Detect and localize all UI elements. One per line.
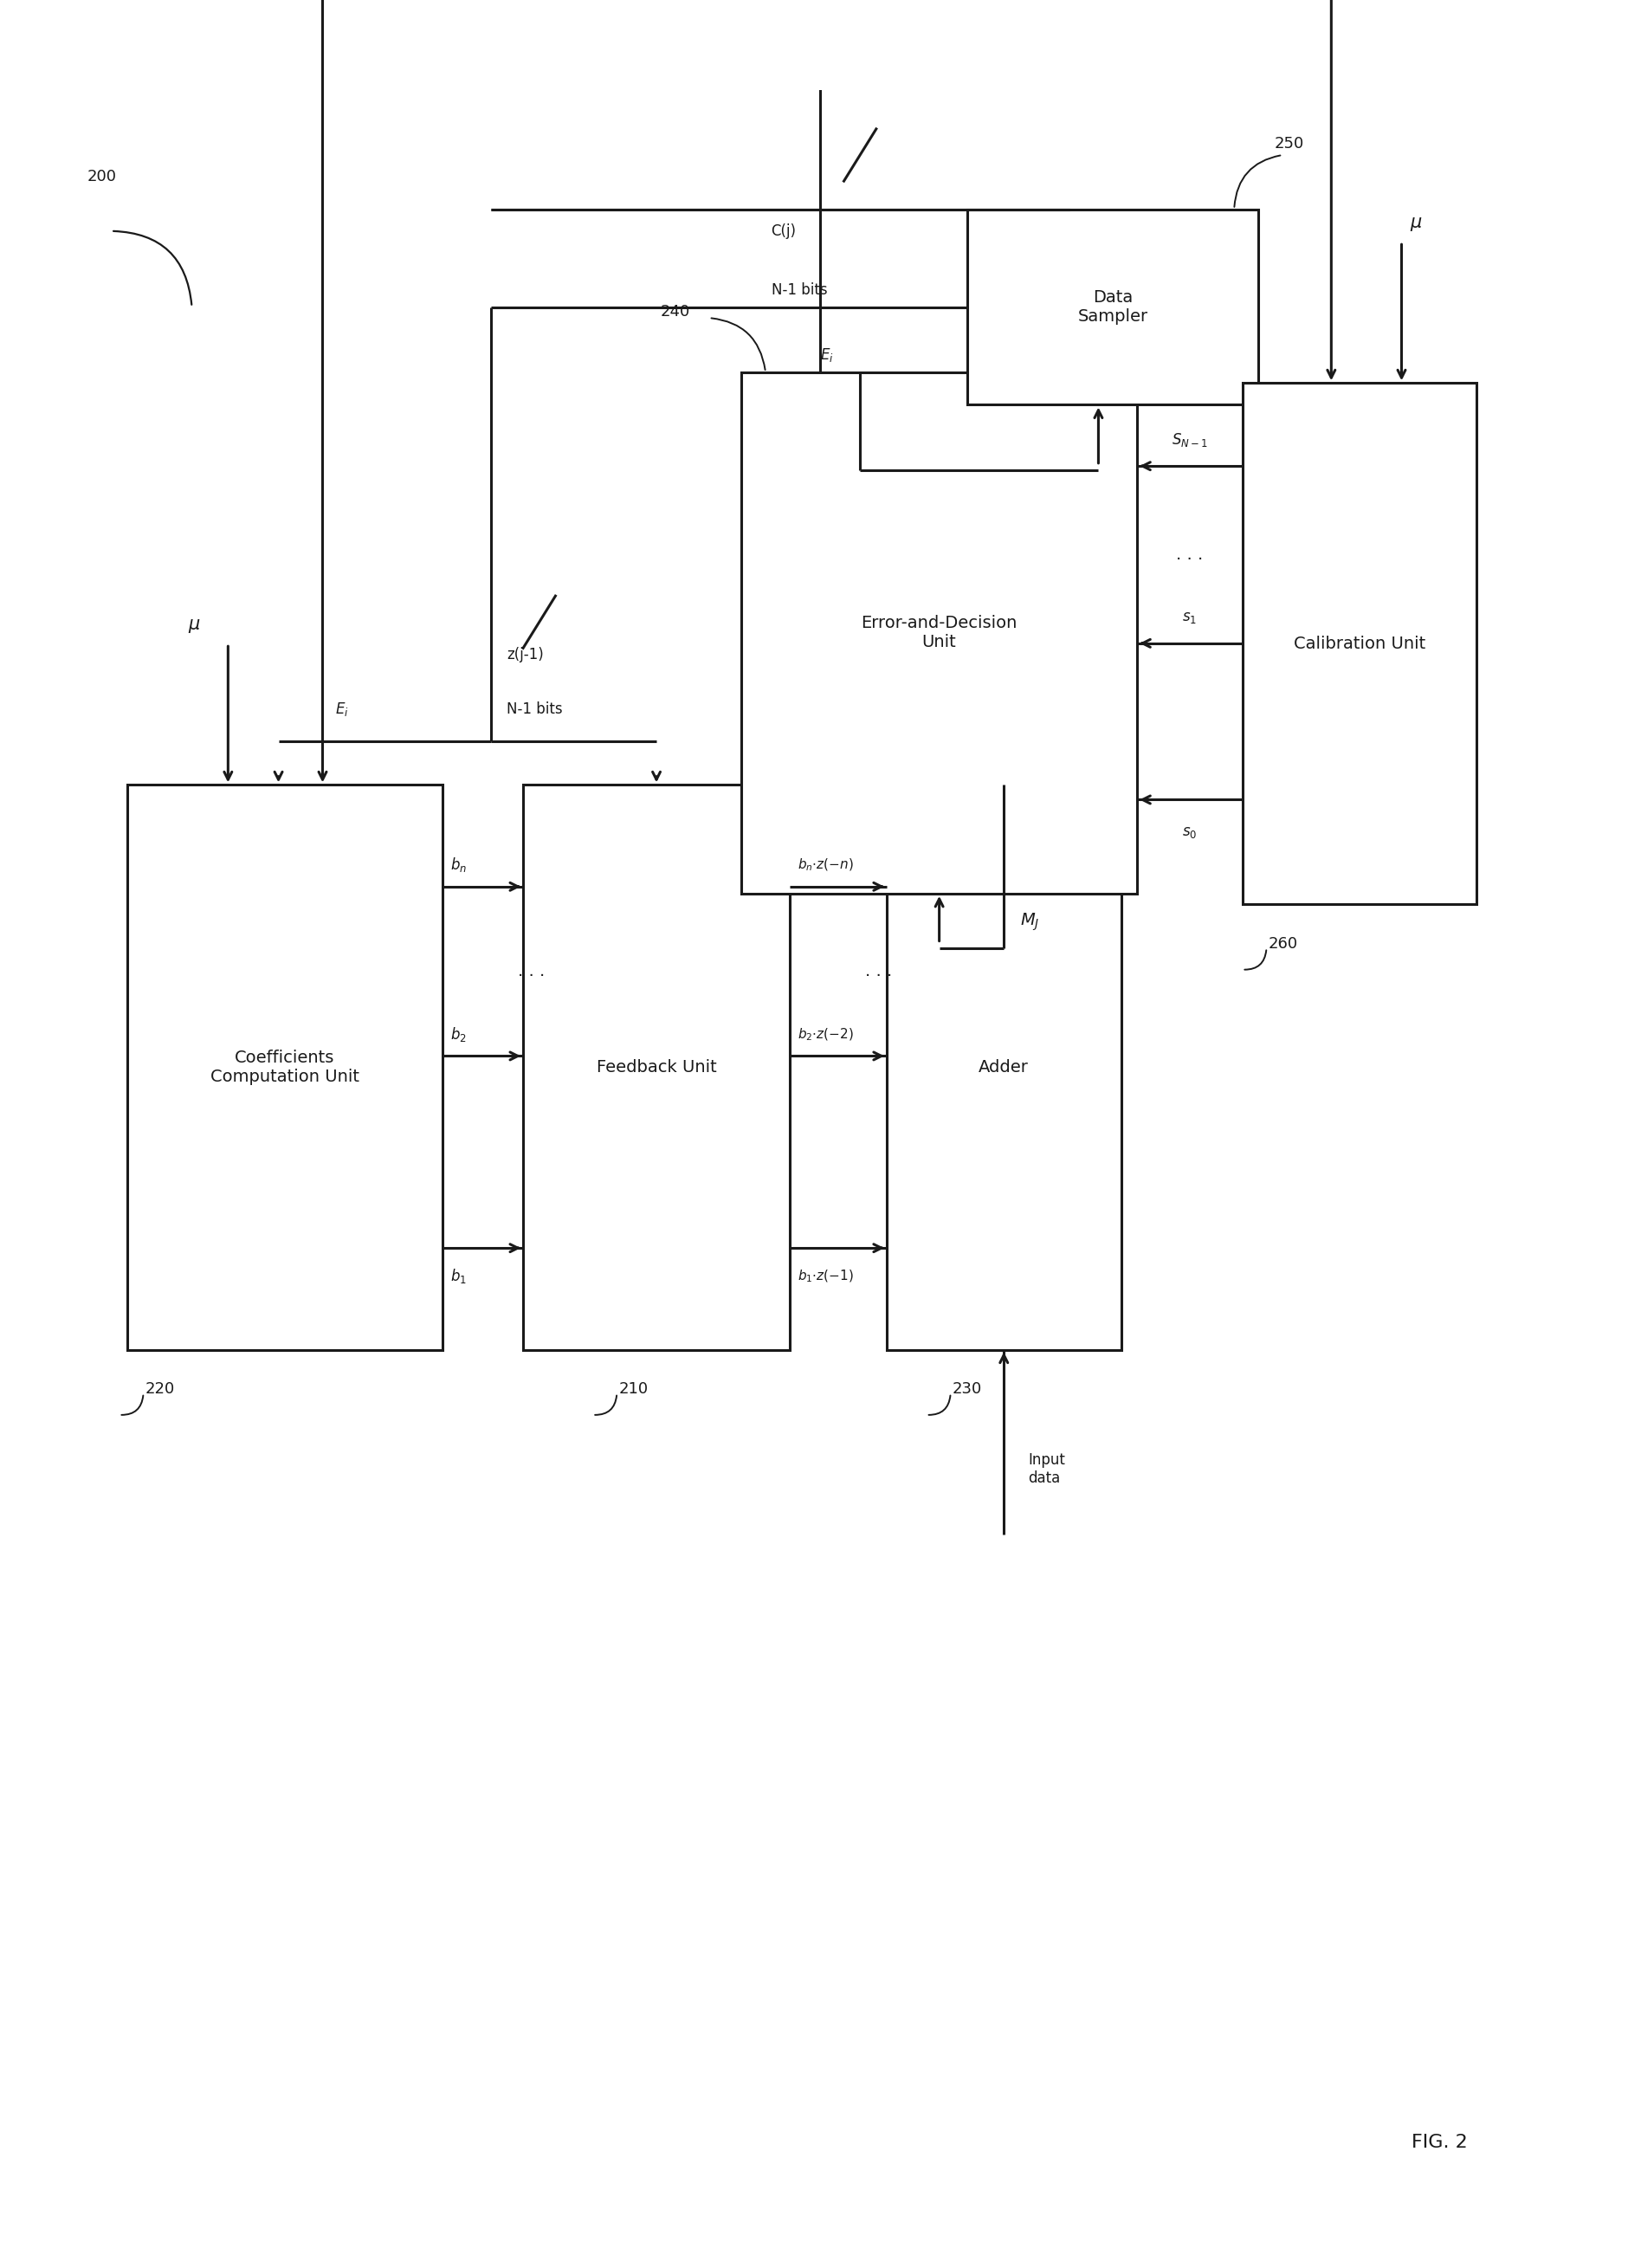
Text: $E_i$: $E_i$ bbox=[335, 701, 348, 717]
Text: 250: 250 bbox=[1275, 136, 1304, 152]
Text: 240: 240 bbox=[661, 304, 690, 320]
Text: $s_1$: $s_1$ bbox=[1182, 610, 1197, 626]
Text: Error-and-Decision
Unit: Error-and-Decision Unit bbox=[861, 615, 1018, 651]
Text: $\mu$: $\mu$ bbox=[187, 617, 200, 635]
FancyBboxPatch shape bbox=[887, 785, 1122, 1349]
Text: 210: 210 bbox=[619, 1381, 648, 1397]
Text: $\mu$: $\mu$ bbox=[1410, 215, 1423, 234]
Text: $b_1{\cdot}z(-1)$: $b_1{\cdot}z(-1)$ bbox=[798, 1268, 855, 1284]
Text: Coefficients
Computation Unit: Coefficients Computation Unit bbox=[210, 1050, 360, 1084]
Text: . . .: . . . bbox=[1175, 547, 1203, 562]
Text: $b_n{\cdot}z(-n)$: $b_n{\cdot}z(-n)$ bbox=[798, 857, 853, 873]
Text: $S_{N-1}$: $S_{N-1}$ bbox=[1172, 431, 1208, 449]
Text: . . .: . . . bbox=[864, 964, 892, 980]
Text: 260: 260 bbox=[1268, 937, 1298, 950]
Text: $b_2{\cdot}z(-2)$: $b_2{\cdot}z(-2)$ bbox=[798, 1027, 855, 1043]
Text: 230: 230 bbox=[952, 1381, 982, 1397]
Text: $b_2$: $b_2$ bbox=[451, 1025, 467, 1043]
FancyBboxPatch shape bbox=[1242, 383, 1477, 905]
Text: Calibration Unit: Calibration Unit bbox=[1294, 635, 1424, 651]
Text: C(j): C(j) bbox=[772, 222, 796, 238]
Text: 200: 200 bbox=[86, 168, 116, 184]
FancyBboxPatch shape bbox=[523, 785, 790, 1349]
Text: Adder: Adder bbox=[978, 1059, 1029, 1075]
Text: N-1 bits: N-1 bits bbox=[772, 281, 827, 297]
Text: . . .: . . . bbox=[518, 964, 545, 980]
Text: $s_0$: $s_0$ bbox=[1182, 826, 1197, 839]
Text: 220: 220 bbox=[145, 1381, 174, 1397]
FancyBboxPatch shape bbox=[967, 209, 1258, 404]
Text: z(j-1): z(j-1) bbox=[506, 646, 544, 662]
Text: $b_1$: $b_1$ bbox=[451, 1268, 467, 1286]
Text: $M_J$: $M_J$ bbox=[1021, 912, 1039, 932]
Text: $b_n$: $b_n$ bbox=[451, 855, 467, 873]
Text: Feedback Unit: Feedback Unit bbox=[596, 1059, 716, 1075]
FancyBboxPatch shape bbox=[127, 785, 443, 1349]
Text: N-1 bits: N-1 bits bbox=[506, 701, 563, 717]
Text: FIG. 2: FIG. 2 bbox=[1411, 2134, 1468, 2150]
FancyBboxPatch shape bbox=[741, 372, 1138, 894]
Text: $E_i$: $E_i$ bbox=[819, 347, 834, 363]
Text: Data
Sampler: Data Sampler bbox=[1078, 290, 1148, 324]
Text: Input
data: Input data bbox=[1029, 1452, 1065, 1486]
